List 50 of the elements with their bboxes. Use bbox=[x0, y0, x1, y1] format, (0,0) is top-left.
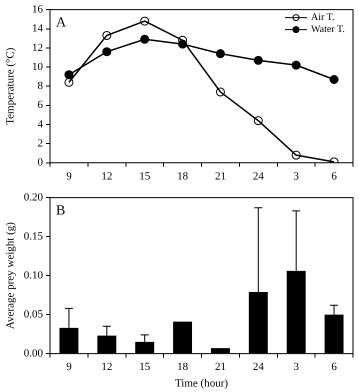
x-tick-label: 12 bbox=[101, 361, 112, 374]
point bbox=[216, 49, 225, 58]
x-tick-label: 3 bbox=[293, 170, 300, 182]
point bbox=[330, 75, 339, 84]
y-tick-label: 8 bbox=[38, 80, 44, 92]
annotation: A bbox=[56, 15, 67, 30]
point bbox=[292, 60, 301, 70]
y-tick-label: 4 bbox=[38, 118, 44, 130]
x-tick-label: 9 bbox=[66, 361, 72, 374]
y-tick-label: 14 bbox=[32, 22, 44, 35]
y-tick-label: 16 bbox=[32, 3, 44, 16]
point bbox=[140, 16, 150, 26]
x-tick-label: 12 bbox=[101, 170, 112, 182]
y-axis-title: Average prey weight (g) bbox=[4, 222, 16, 330]
x-tick-label: 6 bbox=[331, 361, 338, 374]
x-tick-label: 21 bbox=[214, 170, 226, 182]
y-tick-label: 0.10 bbox=[24, 269, 44, 282]
y-tick-label: 0 bbox=[38, 156, 44, 169]
point bbox=[216, 87, 225, 96]
x-tick-label: 15 bbox=[139, 361, 151, 374]
point bbox=[64, 70, 74, 80]
x-tick-label: 3 bbox=[293, 361, 300, 374]
x-axis-title: Time (hour) bbox=[174, 377, 228, 390]
point bbox=[292, 150, 301, 160]
x-tick-label: 18 bbox=[177, 361, 189, 374]
legend-label: Air T. bbox=[311, 12, 335, 24]
point bbox=[102, 47, 112, 56]
point bbox=[102, 30, 112, 40]
point bbox=[254, 116, 263, 126]
y-tick-label: 10 bbox=[32, 60, 44, 73]
point bbox=[254, 56, 263, 65]
annotation: B bbox=[56, 203, 66, 218]
legend-label: Water T. bbox=[311, 24, 345, 36]
y-axis-title: Temperature (°C) bbox=[4, 47, 16, 125]
point bbox=[140, 34, 150, 44]
x-tick-label: 18 bbox=[177, 170, 189, 182]
y-tick-label: 2 bbox=[38, 138, 43, 150]
y-tick-label: 12 bbox=[32, 42, 43, 54]
y-tick-label: 0.00 bbox=[24, 347, 44, 360]
x-tick-label: 24 bbox=[252, 361, 264, 374]
x-tick-label: 15 bbox=[139, 170, 151, 182]
point bbox=[64, 78, 74, 87]
y-tick-label: 0.20 bbox=[24, 191, 44, 204]
y-tick-label: 0.15 bbox=[24, 230, 44, 242]
x-tick-label: 6 bbox=[331, 170, 338, 182]
x-tick-label: 9 bbox=[66, 170, 72, 182]
x-tick-label: 24 bbox=[252, 170, 264, 182]
y-tick-label: 6 bbox=[38, 99, 44, 112]
x-tick-label: 21 bbox=[214, 361, 226, 374]
y-tick-label: 0.05 bbox=[24, 308, 44, 320]
